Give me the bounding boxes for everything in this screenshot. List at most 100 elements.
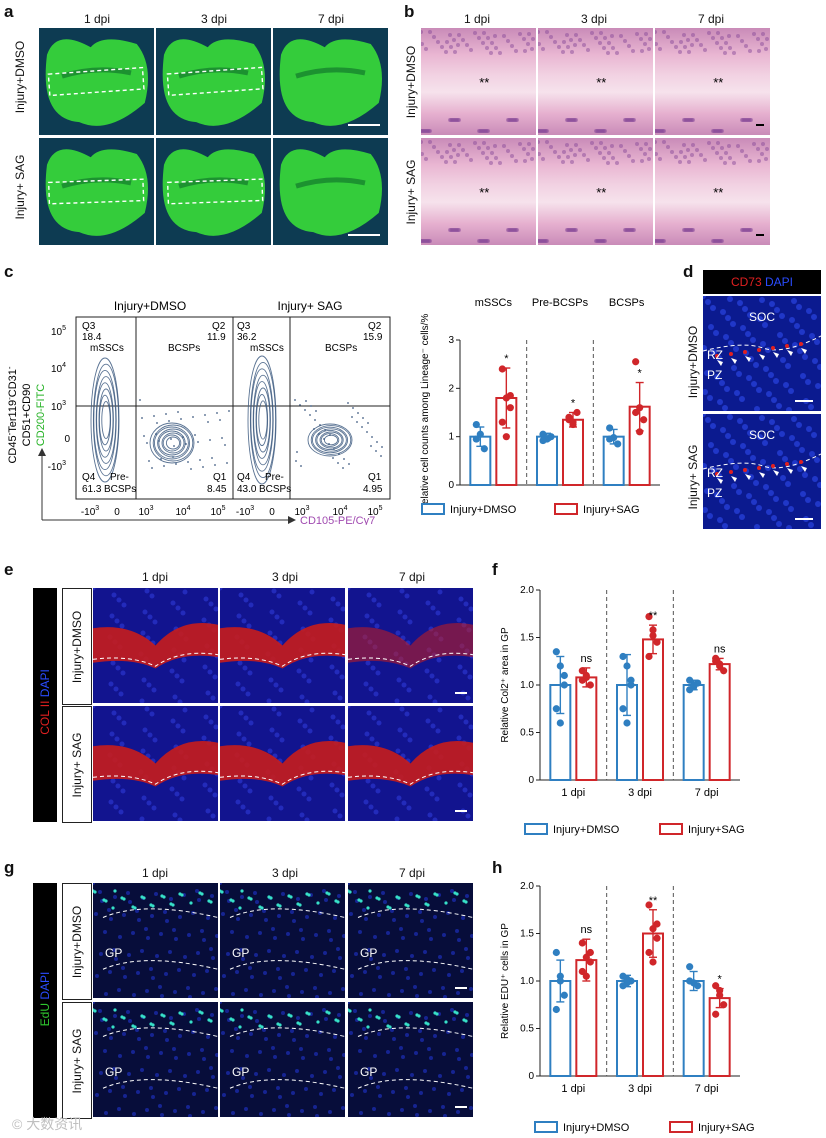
category-label: 1 dpi	[561, 1083, 585, 1095]
ytick-1: 105	[51, 325, 66, 338]
panel-e-tile-r1-c2	[220, 588, 345, 703]
panel-a-row-2: Injury+ SAG	[13, 154, 27, 220]
significance-label: *	[718, 974, 723, 986]
data-point	[498, 418, 506, 426]
contour	[316, 429, 344, 451]
data-point	[623, 662, 631, 670]
panel-a-tile-r1-c3	[273, 28, 388, 135]
event-dot	[371, 436, 373, 438]
contour	[315, 428, 347, 452]
panel-a-label: a	[4, 2, 14, 21]
event-dot	[146, 442, 148, 444]
contour	[92, 363, 120, 477]
event-dot	[367, 422, 369, 424]
contour	[249, 361, 277, 479]
data-point	[614, 440, 622, 448]
data-point	[539, 430, 547, 438]
g-gp-label: GP	[105, 946, 123, 961]
d-pz: PZ	[707, 486, 723, 500]
panel-e-col-1: 1 dpi	[141, 570, 169, 584]
q4-sag: Q4	[237, 472, 251, 483]
legend-swatch	[421, 503, 445, 515]
data-point	[712, 1010, 720, 1018]
data-point	[578, 939, 586, 947]
y-tick-label: 1.5	[520, 633, 534, 644]
y-axis-label: Relative Col2⁺ area in GP	[500, 627, 511, 743]
data-point	[623, 975, 631, 983]
event-dot	[158, 440, 160, 442]
data-point	[686, 963, 694, 971]
panel-b-tile-r1-c2: **	[538, 28, 653, 135]
panel-g-col-1: 1 dpi	[141, 866, 169, 880]
data-point	[556, 977, 564, 985]
contour	[311, 426, 349, 454]
panel-e-label: e	[4, 560, 14, 579]
bar	[708, 997, 731, 1078]
y-tick-label: 1	[448, 432, 454, 443]
data-point	[502, 433, 510, 441]
event-dot	[343, 458, 345, 460]
panel-c-flow: Injury+DMSO Injury+ SAG Q3 18.4 mSSCs Q2…	[5, 299, 391, 525]
contour	[258, 400, 268, 440]
panel-a-col-1: 1 dpi	[83, 12, 111, 26]
panel-a-tile-r1-c1	[39, 28, 154, 135]
panel-e-tile-r2-c3	[348, 706, 473, 821]
y-tick-label: 2.0	[520, 881, 534, 892]
q3v-sag: 36.2	[237, 332, 257, 343]
data-point	[556, 719, 564, 727]
contour	[101, 400, 111, 440]
panel-g-tile-r2-c1: GP	[93, 1002, 218, 1117]
panel-d-row-1: Injury+DMSO	[686, 325, 700, 399]
flow-frame-sag	[232, 316, 391, 500]
legend-swatch	[524, 823, 548, 835]
category-label: 1 dpi	[561, 787, 585, 799]
significance-label: ns	[581, 924, 593, 936]
panel-g-stain-text: EdU DAPI	[38, 882, 52, 1116]
panel-g-tile-r2-c3: GP	[348, 1002, 473, 1117]
q1v-dmso: 8.45	[207, 484, 227, 495]
event-dot	[194, 434, 196, 436]
event-dot	[226, 462, 228, 464]
data-point	[716, 660, 724, 668]
event-dot	[170, 438, 172, 440]
event-dot	[185, 443, 187, 445]
y-tick-label: 1.0	[520, 680, 534, 691]
b-marker: **	[713, 185, 723, 200]
e-stain-dapi: DAPI	[38, 669, 52, 698]
event-dot	[216, 412, 218, 414]
event-dot	[380, 455, 382, 457]
legend-swatch	[534, 1121, 558, 1133]
xtick-d5: 105	[210, 505, 225, 518]
event-dot	[160, 458, 162, 460]
category-label: 7 dpi	[695, 1083, 719, 1095]
panel-g-row-1: Injury+DMSO	[62, 883, 92, 1000]
significance-label: *	[571, 398, 576, 410]
b-marker: **	[713, 75, 723, 90]
event-dot	[348, 463, 350, 465]
d-rz: RZ	[707, 466, 723, 480]
event-dot	[361, 426, 363, 428]
panel-b-tile-r2-c2: **	[538, 138, 653, 245]
q2v-dmso: 11.9	[207, 332, 226, 343]
event-dot	[356, 421, 358, 423]
bcsp2-dmso: BCSPs	[104, 484, 136, 495]
panel-e-tile-r1-c3	[348, 588, 473, 703]
xtick-s1: -103	[236, 505, 254, 518]
contour	[98, 394, 112, 446]
data-point	[578, 667, 586, 675]
flow-xlabel: CD105-PE/Cy7	[300, 515, 375, 525]
d-rz: RZ	[707, 348, 723, 362]
event-dot	[207, 421, 209, 423]
xtick-d2: 0	[114, 507, 120, 518]
event-dot	[357, 412, 359, 414]
data-point	[632, 408, 640, 417]
contour	[319, 431, 343, 449]
data-point	[539, 436, 547, 445]
data-point	[506, 391, 514, 400]
event-dot	[173, 445, 175, 447]
xtick-s4: 104	[332, 505, 347, 518]
panel-a-tile-r2-c1	[39, 138, 154, 245]
data-point	[686, 676, 694, 684]
event-dot	[375, 450, 377, 452]
data-point	[720, 667, 728, 675]
